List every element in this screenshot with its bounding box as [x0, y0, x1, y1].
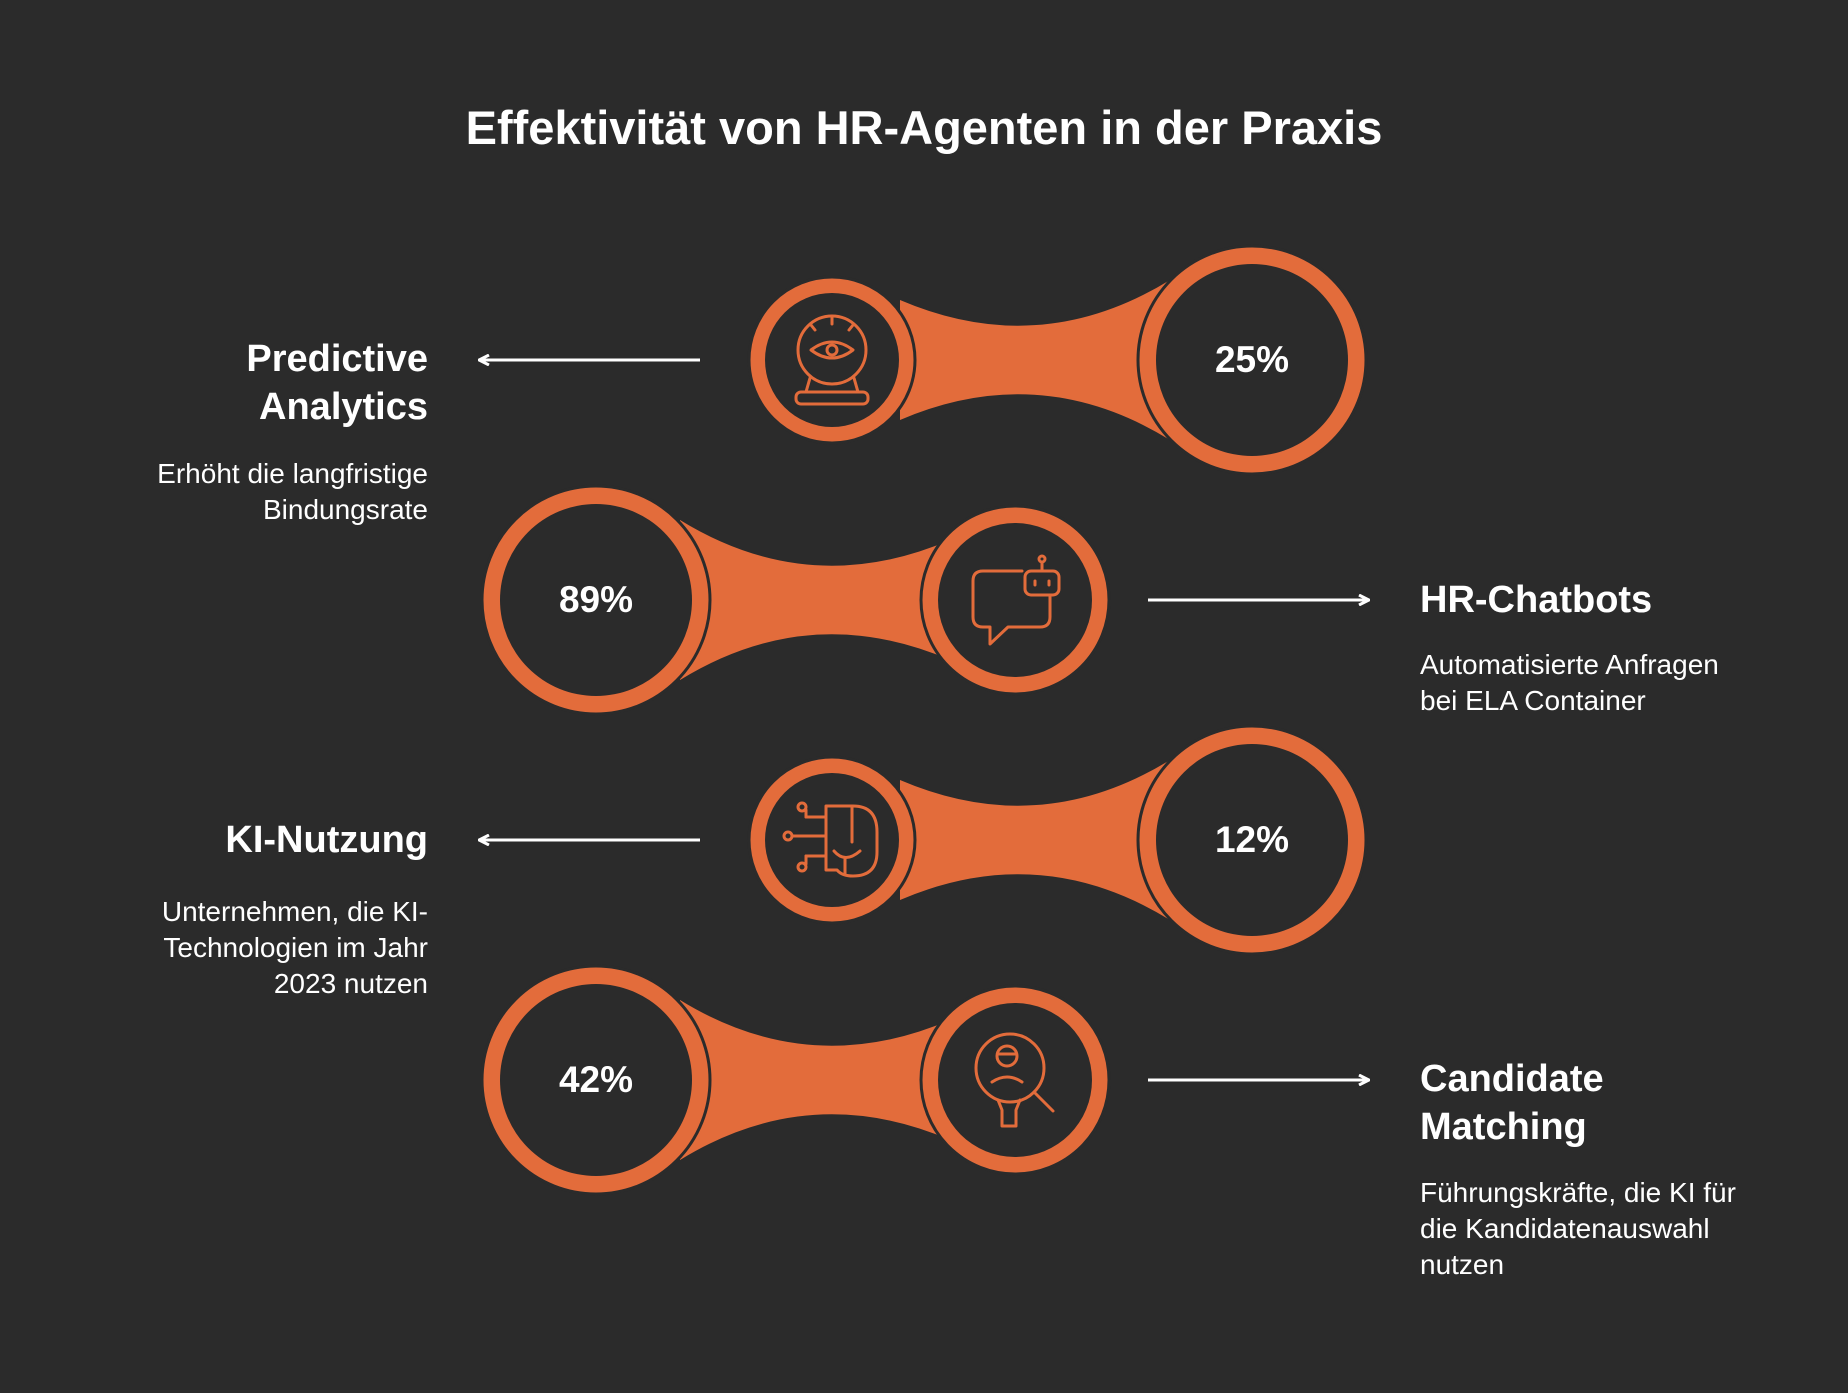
- description-ki-nutzung: Unternehmen, die KI-Technologien im Jahr…: [161, 896, 428, 999]
- page-title: Effektivität von HR-Agenten in der Praxi…: [465, 101, 1383, 154]
- value-circle-row-4: [480, 964, 712, 1196]
- value-label-row-2: 89%: [559, 579, 633, 620]
- description-hr-chatbots: Automatisierte Anfragen bei ELA Containe…: [1420, 649, 1719, 716]
- chatbot-icon: [971, 554, 1061, 646]
- connector-row-1: [900, 280, 1170, 440]
- heading-hr-chatbots: HR-Chatbots: [1420, 579, 1653, 621]
- heading-predictive-analytics: Predictive Analytics: [246, 338, 428, 428]
- heading-candidate-matching: Candidate Matching: [1420, 1058, 1604, 1148]
- description-predictive-analytics: Erhöht die langfristige Bindungsrate: [157, 458, 428, 525]
- icon-circle-row-2: [919, 504, 1111, 696]
- heading-ki-nutzung: KI-Nutzung: [225, 819, 428, 861]
- connector-row-2: [680, 520, 950, 680]
- candidate-search-icon: [974, 1032, 1055, 1128]
- connector-row-3: [900, 760, 1170, 920]
- value-label-row-1: 25%: [1215, 339, 1289, 380]
- connector-row-4: [680, 1000, 950, 1160]
- value-circle-row-1: [1136, 244, 1368, 476]
- value-label-row-4: 42%: [559, 1059, 633, 1100]
- icon-circle-row-3: [747, 755, 917, 925]
- value-circle-row-2: [480, 484, 712, 716]
- crystal-ball-eye-icon: [794, 314, 870, 406]
- value-circle-row-3: [1136, 724, 1368, 956]
- icon-circle-row-1: [747, 275, 917, 445]
- description-candidate-matching: Führungskräfte, die KI für die Kandidate…: [1420, 1177, 1736, 1280]
- ai-brain-icon: [782, 801, 879, 878]
- value-label-row-3: 12%: [1215, 819, 1289, 860]
